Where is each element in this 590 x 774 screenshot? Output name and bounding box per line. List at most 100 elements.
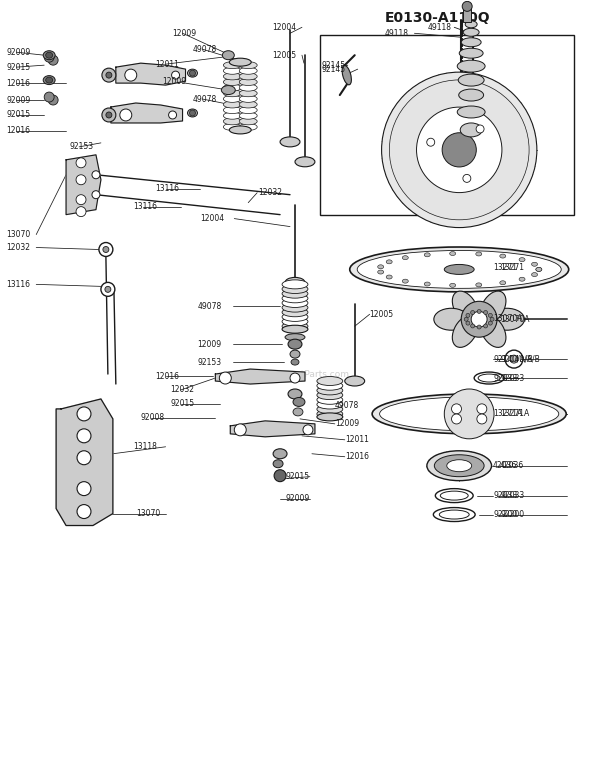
Text: 42036: 42036 [493, 461, 517, 471]
Text: 92153: 92153 [198, 358, 222, 367]
Circle shape [172, 71, 179, 79]
Ellipse shape [224, 73, 241, 80]
Text: 49118: 49118 [427, 22, 451, 32]
Ellipse shape [224, 78, 241, 85]
Ellipse shape [519, 277, 525, 281]
Ellipse shape [457, 106, 485, 118]
Circle shape [120, 109, 132, 121]
Text: 49118: 49118 [385, 29, 409, 38]
Ellipse shape [224, 95, 241, 102]
Text: 13116: 13116 [6, 280, 30, 289]
Circle shape [76, 158, 86, 168]
Text: 12009: 12009 [173, 29, 196, 38]
Circle shape [451, 404, 461, 414]
Ellipse shape [444, 265, 474, 275]
Ellipse shape [460, 123, 482, 137]
Text: eReplacementParts.com: eReplacementParts.com [240, 369, 350, 378]
Ellipse shape [240, 123, 257, 131]
Ellipse shape [357, 251, 561, 289]
Polygon shape [215, 369, 305, 384]
Ellipse shape [288, 389, 302, 399]
Circle shape [489, 313, 492, 317]
Text: 13116: 13116 [133, 202, 157, 211]
Ellipse shape [45, 52, 53, 58]
Text: 92033: 92033 [493, 491, 517, 500]
Text: 92033: 92033 [493, 374, 517, 382]
Ellipse shape [230, 58, 251, 66]
Circle shape [477, 404, 487, 414]
Text: 12004: 12004 [272, 22, 296, 32]
Ellipse shape [282, 280, 308, 289]
Text: 13070: 13070 [6, 230, 31, 239]
Text: 12005: 12005 [272, 50, 296, 60]
Circle shape [219, 372, 231, 384]
Circle shape [99, 242, 113, 256]
Ellipse shape [500, 254, 506, 258]
Polygon shape [66, 155, 101, 214]
Text: 92033: 92033 [500, 374, 525, 382]
Ellipse shape [434, 308, 468, 330]
Ellipse shape [457, 60, 485, 72]
Circle shape [48, 55, 58, 65]
Ellipse shape [240, 84, 257, 91]
Ellipse shape [317, 376, 343, 385]
Circle shape [102, 68, 116, 82]
Text: 92015: 92015 [6, 111, 31, 119]
Circle shape [102, 108, 116, 122]
Polygon shape [56, 399, 113, 526]
Ellipse shape [224, 62, 241, 69]
Circle shape [44, 52, 54, 62]
Ellipse shape [402, 279, 408, 283]
Circle shape [76, 195, 86, 204]
Ellipse shape [463, 29, 479, 36]
Ellipse shape [224, 123, 241, 131]
Ellipse shape [282, 285, 308, 293]
Circle shape [48, 95, 58, 105]
Ellipse shape [282, 322, 308, 330]
Text: 12016: 12016 [6, 126, 30, 135]
Text: 42036: 42036 [500, 461, 525, 471]
Ellipse shape [490, 308, 525, 330]
Circle shape [234, 424, 246, 436]
Ellipse shape [273, 460, 283, 467]
Ellipse shape [424, 282, 430, 286]
Circle shape [106, 72, 112, 78]
Ellipse shape [43, 76, 55, 84]
Ellipse shape [378, 265, 384, 269]
Bar [320, 36, 573, 214]
Ellipse shape [240, 73, 257, 80]
Circle shape [417, 107, 502, 193]
Ellipse shape [282, 294, 308, 303]
Text: 92153: 92153 [69, 142, 93, 152]
Text: 12009: 12009 [198, 340, 222, 348]
Ellipse shape [317, 413, 343, 421]
Ellipse shape [476, 252, 482, 256]
Ellipse shape [500, 281, 506, 285]
Text: 12016: 12016 [6, 79, 30, 87]
Ellipse shape [536, 268, 542, 272]
Circle shape [490, 317, 494, 321]
Ellipse shape [480, 291, 506, 324]
Polygon shape [116, 63, 185, 85]
Circle shape [44, 92, 54, 102]
Text: 49078: 49078 [198, 302, 222, 311]
Circle shape [466, 313, 470, 317]
Polygon shape [230, 421, 315, 437]
Circle shape [77, 505, 91, 519]
Text: 12032: 12032 [6, 243, 30, 252]
Ellipse shape [453, 315, 478, 348]
Ellipse shape [440, 491, 468, 500]
Text: 92145: 92145 [322, 60, 346, 70]
Circle shape [189, 70, 195, 76]
Ellipse shape [435, 488, 473, 502]
Text: 13271: 13271 [493, 263, 517, 272]
Ellipse shape [230, 126, 251, 134]
Circle shape [444, 389, 494, 439]
Circle shape [77, 407, 91, 421]
Text: 12004: 12004 [201, 214, 225, 223]
Ellipse shape [285, 277, 305, 287]
Circle shape [76, 175, 86, 185]
Text: 92015: 92015 [285, 472, 309, 481]
Text: 13070A: 13070A [500, 315, 530, 324]
Ellipse shape [519, 258, 525, 262]
